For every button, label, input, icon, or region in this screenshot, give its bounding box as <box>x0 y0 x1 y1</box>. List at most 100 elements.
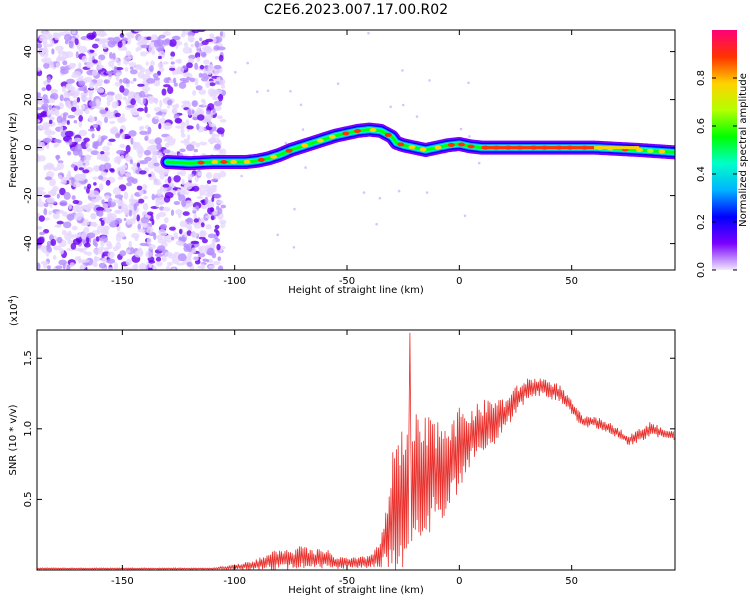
noise-blob <box>186 230 192 237</box>
noise-blob <box>147 126 152 135</box>
noise-blob <box>129 69 138 75</box>
noise-blob <box>170 61 175 65</box>
noise-blob <box>55 211 63 214</box>
noise-blob <box>37 92 41 97</box>
noise-blob <box>78 75 84 79</box>
noise-blob <box>216 115 223 119</box>
noise-dot <box>428 79 431 82</box>
noise-blob <box>134 94 139 102</box>
noise-blob <box>142 97 146 105</box>
noise-blob <box>81 105 85 111</box>
noise-blob <box>109 52 113 59</box>
noise-blob <box>70 164 76 168</box>
noise-blob <box>130 98 136 106</box>
noise-blob <box>175 125 184 129</box>
noise-blob <box>163 77 171 84</box>
noise-blob <box>199 188 203 197</box>
noise-dot <box>299 103 303 107</box>
noise-blob <box>162 61 169 65</box>
noise-blob <box>95 98 101 106</box>
noise-blob <box>110 111 114 115</box>
noise-blob <box>212 107 216 113</box>
noise-dot <box>477 161 481 165</box>
ridge-peak <box>408 145 416 150</box>
noise-blob <box>183 182 193 190</box>
noise-blob <box>160 223 168 230</box>
noise-blob <box>125 32 135 37</box>
noise-blob <box>68 40 74 49</box>
noise-blob <box>63 92 71 98</box>
noise-blob <box>70 242 77 250</box>
spectrogram-y-ticks: -40 -20 0 20 40 <box>23 45 675 252</box>
noise-blob <box>83 186 88 190</box>
noise-blob <box>94 38 100 42</box>
noise-blob <box>183 243 188 248</box>
noise-blob <box>104 79 108 84</box>
noise-blob <box>140 39 150 44</box>
noise-blob <box>130 193 134 202</box>
noise-blob <box>191 250 197 254</box>
noise-blob <box>71 106 77 112</box>
noise-blob <box>93 182 97 186</box>
noise-blob <box>219 148 227 157</box>
noise-blob <box>154 98 158 105</box>
noise-blob <box>151 193 156 201</box>
noise-blob <box>187 174 193 181</box>
noise-blob <box>59 125 64 132</box>
noise-blob <box>52 255 57 260</box>
spectrogram-frame <box>36 29 676 271</box>
ridge-peak <box>257 157 265 162</box>
noise-blob <box>74 212 83 221</box>
noise-blob <box>103 247 110 252</box>
noise-blob <box>186 125 194 130</box>
noise-blob <box>169 226 176 231</box>
noise-blob <box>114 217 123 224</box>
noise-blob <box>118 205 122 210</box>
noise-blob <box>98 183 104 191</box>
noise-blob <box>162 39 171 46</box>
noise-blob <box>133 78 137 82</box>
noise-blob <box>105 179 111 186</box>
noise-blob <box>191 100 198 107</box>
noise-blob <box>146 226 154 234</box>
ridge-peak <box>467 144 475 149</box>
noise-blob <box>95 236 100 242</box>
ridge-peak <box>220 160 228 164</box>
noise-blob <box>39 231 46 236</box>
noise-blob <box>200 263 206 270</box>
noise-dot <box>301 128 305 131</box>
noise-blob <box>89 100 97 107</box>
noise-dot <box>463 214 467 218</box>
noise-blob <box>80 259 90 263</box>
noise-blob <box>186 144 195 152</box>
noise-dot <box>468 135 471 138</box>
noise-blob <box>94 85 98 92</box>
snr-x-ticks: -150 -100 -50 0 50 <box>111 330 578 587</box>
noise-blob <box>44 128 52 136</box>
noise-blob <box>125 258 132 266</box>
noise-blob <box>216 200 224 204</box>
noise-blob <box>214 228 218 233</box>
noise-blob <box>137 198 145 204</box>
noise-blob <box>125 153 131 161</box>
ridge-peak <box>328 134 336 139</box>
noise-blob <box>132 144 138 150</box>
noise-blob <box>216 205 220 211</box>
noise-blob <box>192 90 197 96</box>
noise-blob <box>161 108 168 113</box>
noise-blob <box>72 234 81 238</box>
noise-dot <box>246 61 249 65</box>
noise-blob <box>69 90 78 97</box>
noise-blob <box>46 265 51 270</box>
noise-blob <box>144 135 149 141</box>
noise-blob <box>147 95 155 102</box>
noise-blob <box>44 176 53 181</box>
noise-blob <box>61 85 66 93</box>
noise-blob <box>103 162 112 170</box>
noise-blob <box>128 202 135 211</box>
noise-blob <box>107 40 116 48</box>
noise-dot <box>378 196 382 200</box>
noise-blob <box>78 129 88 137</box>
noise-blob <box>200 230 206 238</box>
noise-blob <box>171 104 180 108</box>
